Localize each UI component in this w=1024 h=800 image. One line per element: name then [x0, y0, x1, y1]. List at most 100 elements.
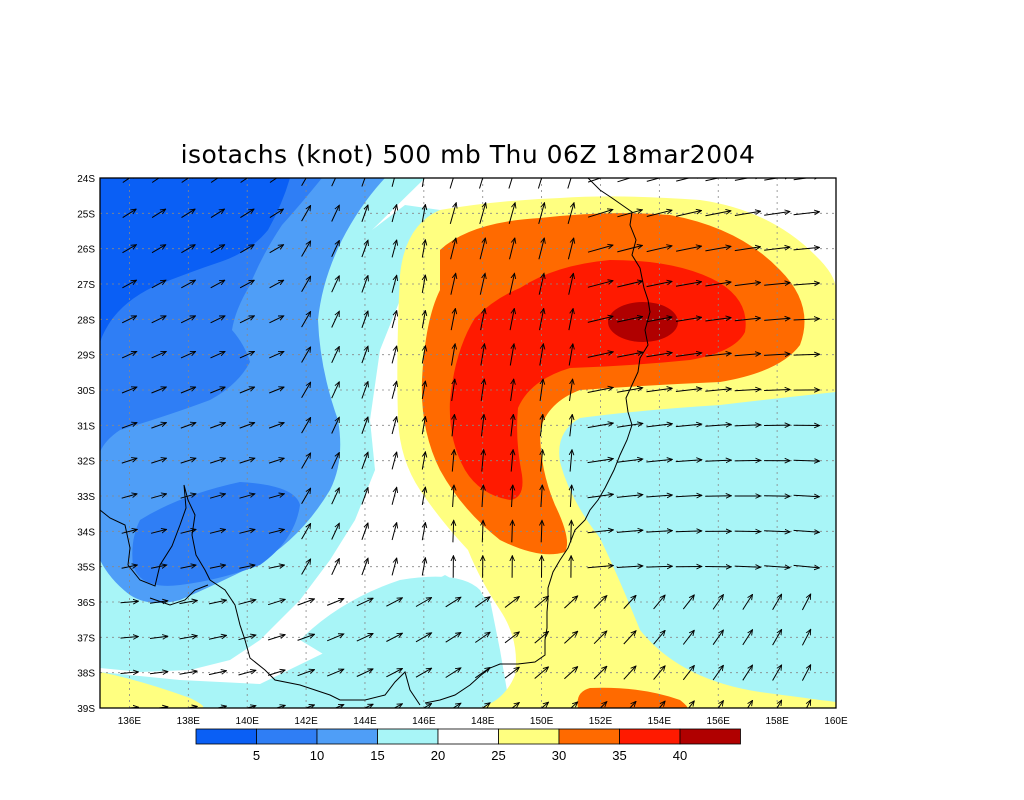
fill-gt40	[608, 302, 678, 342]
wind-vector	[415, 668, 432, 678]
wind-vector	[239, 316, 254, 324]
wind-vector	[180, 350, 196, 359]
wind-vector	[361, 346, 368, 364]
wind-vector	[568, 309, 573, 331]
wind-vector	[793, 319, 820, 320]
wind-vector	[534, 667, 549, 679]
wind-vector	[646, 388, 673, 393]
wind-vector	[422, 275, 425, 293]
wind-vector	[208, 671, 227, 676]
wind-vector	[793, 460, 820, 461]
wind-vector	[151, 178, 165, 183]
wind-vector	[534, 596, 549, 609]
wind-vector	[734, 354, 761, 356]
wind-vector	[569, 379, 573, 401]
wind-vector	[297, 599, 315, 606]
wind-vector	[510, 379, 514, 401]
wind-vector	[445, 633, 461, 643]
wind-vector	[617, 352, 643, 358]
wind-vector	[587, 316, 613, 323]
wind-vector	[570, 485, 571, 508]
wind-vector	[301, 524, 311, 540]
wind-vector	[511, 414, 514, 437]
wind-vector	[450, 309, 455, 331]
wind-vector	[121, 494, 137, 499]
wind-vector	[705, 389, 731, 391]
wind-vector	[623, 666, 636, 680]
wind-vector	[617, 245, 642, 253]
wind-vector	[386, 633, 402, 642]
wind-vector	[734, 531, 761, 532]
wind-vector	[646, 424, 673, 428]
wind-vector	[646, 317, 673, 323]
wind-vector	[210, 280, 225, 289]
lon-tick-label: 142E	[294, 716, 318, 727]
wind-vector	[151, 494, 166, 499]
wind-vector	[509, 309, 514, 331]
wind-vector	[451, 344, 456, 366]
wind-vector	[150, 565, 167, 568]
wind-vector	[793, 283, 820, 285]
wind-vector	[121, 387, 137, 394]
wind-vector	[361, 452, 368, 470]
wind-vector	[301, 347, 311, 363]
wind-vector	[504, 667, 519, 679]
wind-vector	[120, 672, 139, 674]
fill-lt5	[100, 178, 290, 345]
colorbar-label: 35	[612, 748, 626, 763]
wind-vector	[508, 203, 515, 225]
lat-tick-label: 39S	[77, 704, 95, 715]
wind-vector	[356, 598, 373, 607]
lon-tick-label: 138E	[177, 716, 201, 727]
wind-vector	[331, 488, 340, 505]
colorbar-swatch	[619, 728, 681, 745]
wind-vector	[422, 346, 425, 364]
colorbar: 5 10 15 20 25 30 35 40	[195, 728, 741, 763]
wind-vector	[564, 631, 577, 644]
wind-vector	[705, 424, 731, 426]
wind-vector	[479, 273, 485, 295]
wind-vector	[475, 668, 490, 679]
wind-vector	[772, 665, 782, 681]
wind-vector	[599, 702, 607, 708]
wind-vector	[539, 344, 544, 366]
wind-vector	[801, 594, 810, 611]
wind-vector	[421, 178, 425, 187]
wind-vector	[646, 281, 673, 288]
colorbar-label: 10	[310, 748, 324, 763]
lon-tick-label: 150E	[530, 716, 554, 727]
lat-tick-label: 27S	[77, 280, 95, 291]
colorbar-swatch	[679, 728, 741, 745]
wind-vector	[422, 452, 425, 470]
wind-vector	[151, 387, 167, 394]
wind-vector	[541, 485, 542, 508]
wind-vector	[361, 558, 368, 576]
wind-vector	[570, 450, 572, 472]
wind-vector	[764, 390, 790, 391]
colorbar-label: 5	[253, 748, 260, 763]
wind-vector	[734, 425, 761, 426]
wind-vector	[482, 520, 483, 543]
wind-vector	[422, 487, 425, 505]
wind-vector	[617, 317, 642, 323]
colorbar-swatch	[437, 728, 499, 745]
wind-vector	[734, 178, 761, 181]
wind-vector	[570, 414, 573, 437]
wind-vector	[239, 494, 255, 499]
wind-vector	[764, 212, 790, 216]
wind-vector	[480, 309, 485, 331]
wind-vector	[179, 600, 198, 603]
wind-vector	[593, 631, 607, 645]
wind-vector	[274, 705, 285, 708]
wind-vector	[742, 630, 753, 646]
wind-vector	[675, 460, 702, 462]
wind-vector	[475, 597, 490, 608]
wind-vector	[587, 281, 613, 288]
wind-vector	[301, 418, 311, 434]
wind-vector	[646, 210, 672, 217]
wind-vector	[327, 669, 344, 677]
wind-vector	[327, 599, 344, 606]
wind-vector	[267, 599, 285, 606]
wind-vector	[482, 414, 485, 437]
